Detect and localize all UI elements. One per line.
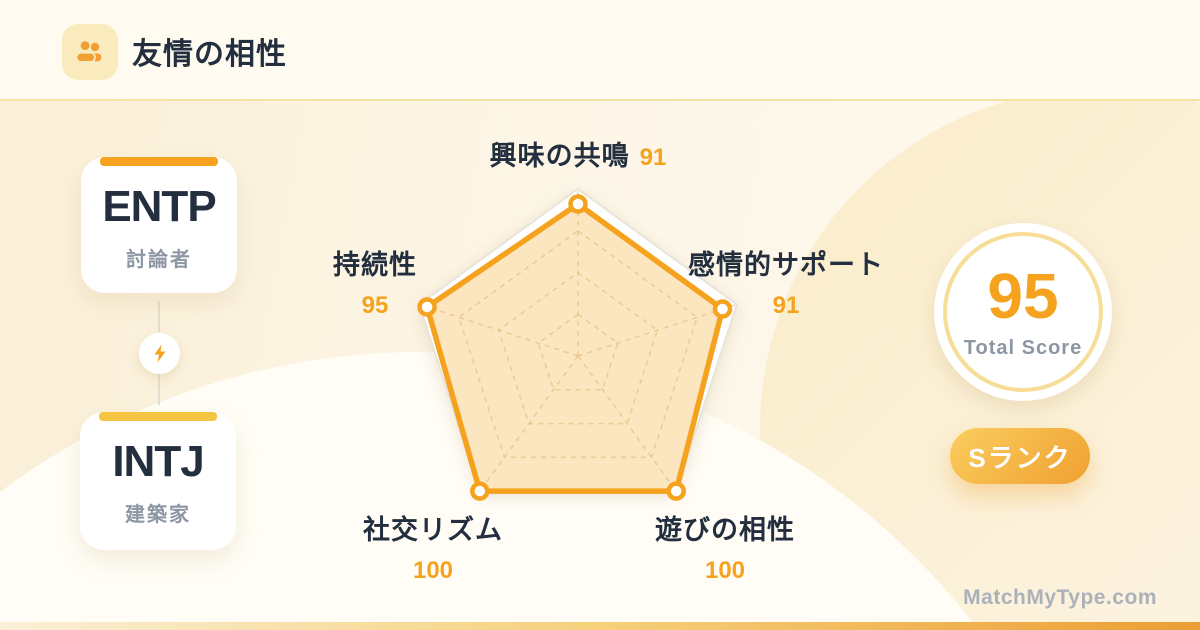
axis-value: 91 bbox=[639, 144, 667, 171]
type-card-accent-bar bbox=[100, 157, 218, 166]
type-card-accent-bar bbox=[99, 412, 217, 421]
axis-label-interest: 興味の共鳴 91 bbox=[489, 141, 667, 171]
axis-label-social-rhythm: 社交リズム 100 bbox=[353, 515, 513, 583]
type-nickname: 討論者 bbox=[126, 249, 192, 271]
connector-line bbox=[158, 374, 160, 405]
connector-line bbox=[158, 301, 160, 332]
type-nickname: 建築家 bbox=[125, 504, 191, 526]
header: 友情の相性 bbox=[0, 0, 1200, 101]
watermark: MatchMyType.com bbox=[963, 586, 1157, 609]
axis-label-persistence: 持続性 95 bbox=[295, 250, 455, 318]
bottom-accent-bar bbox=[0, 622, 1200, 630]
type-code: ENTP bbox=[102, 182, 216, 231]
radar-chart-svg bbox=[417, 187, 738, 501]
score-ring bbox=[943, 232, 1103, 392]
rank-badge: Sランク bbox=[950, 428, 1090, 484]
axis-label-emotional-support: 感情的サポート 91 bbox=[680, 250, 892, 318]
axis-label-play: 遊びの相性 100 bbox=[645, 515, 805, 583]
axis-value: 91 bbox=[772, 292, 800, 320]
total-score-circle: 95 Total Score bbox=[934, 223, 1112, 401]
type-card-entp: ENTP 討論者 bbox=[81, 157, 237, 293]
versus-connector bbox=[139, 333, 180, 374]
page-title: 友情の相性 bbox=[132, 37, 287, 71]
people-icon bbox=[62, 24, 118, 80]
axis-value: 100 bbox=[412, 557, 454, 585]
axis-value: 95 bbox=[361, 292, 389, 320]
type-code: INTJ bbox=[112, 437, 204, 486]
lightning-bolt-icon bbox=[154, 344, 165, 363]
axis-value: 100 bbox=[704, 557, 746, 585]
type-card-intj: INTJ 建築家 bbox=[80, 412, 236, 550]
